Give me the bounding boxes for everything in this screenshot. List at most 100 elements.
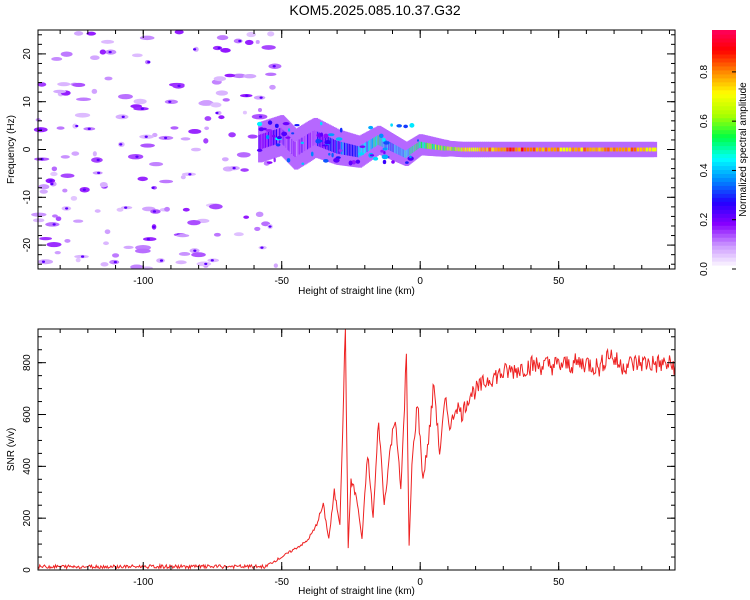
spectrogram-noise-blob	[220, 48, 231, 53]
spectrogram-noise-blob	[221, 157, 229, 162]
spectrogram-noise-blob	[135, 248, 151, 254]
spectrogram-noise-blob	[86, 31, 97, 36]
chart-title: KOM5.2025.085.10.37.G32	[289, 2, 461, 18]
spectrogram-noise-core	[135, 155, 139, 158]
spectrogram-transition-speckle	[391, 160, 395, 164]
colorbar-segment	[712, 249, 736, 254]
colorbar-segment	[712, 201, 736, 206]
spectrogram-noise-blob	[188, 128, 202, 134]
spectrogram-transition-speckle	[315, 138, 321, 144]
colorbar-segment	[712, 221, 736, 226]
spectrogram-noise-core	[177, 84, 181, 88]
spectrogram-noise-blob	[233, 38, 243, 44]
spectrogram-transition-speckle	[335, 137, 343, 141]
spectrogram-noise-blob	[116, 207, 124, 212]
y-tick-label: 0	[22, 146, 33, 152]
snr-ticks: -100 -50 0 50 0 200 400 600 800	[22, 329, 675, 588]
spectrogram-noise-blob	[104, 229, 111, 235]
colorbar-segment	[712, 57, 736, 63]
spectrogram-transition-speckle	[369, 154, 375, 157]
spectrogram-noise-core	[96, 158, 100, 162]
spectrogram-transition-speckle	[380, 149, 384, 153]
spectrogram-noise-blob	[159, 179, 174, 184]
spectrogram-noise-blob	[180, 175, 186, 180]
spectrogram-noise-blob	[269, 84, 276, 90]
spectrogram-noise-blob	[196, 261, 212, 267]
colorbar-segment	[712, 233, 736, 238]
spectrogram-noise-blob	[222, 98, 230, 102]
spectrogram-noise-core	[113, 260, 117, 264]
spectrogram-transition-speckle	[333, 157, 340, 163]
spectrogram-noise-blob	[99, 49, 107, 55]
spectrogram-noise-blob	[170, 126, 179, 130]
colorbar-segment	[712, 197, 736, 202]
spectrogram-noise-core	[204, 262, 208, 266]
y-tick-label: 0	[22, 567, 33, 573]
colorbar: 0.0 0.2 0.4 0.6 0.8 Normalized spectral ampl…	[699, 30, 749, 276]
colorbar-segment	[712, 165, 736, 171]
colorbar-segment	[712, 97, 736, 103]
spectrogram-transition-speckle	[256, 121, 263, 127]
spectrogram-noise-core	[272, 65, 276, 68]
snr-x-axis-label: Height of straight line (km)	[298, 586, 415, 597]
colorbar-segment	[712, 69, 736, 75]
colorbar-segment	[712, 189, 736, 194]
snr-series-line	[37, 328, 676, 570]
spectrogram-transition-speckle	[416, 139, 420, 142]
colorbar-segment	[712, 33, 736, 39]
colorbar-segment	[712, 225, 736, 230]
spectrogram-noise-blob	[74, 112, 91, 118]
snr-y-axis-label: SNR (v/v)	[6, 428, 17, 471]
spectrogram-noise-blob	[255, 39, 260, 44]
spectrogram-noise-blob	[208, 203, 223, 210]
spectrogram-noise-core	[41, 260, 46, 263]
spectrogram-noise-blob	[72, 123, 78, 129]
colorbar-ticks: 0.0 0.2 0.4 0.6 0.8	[699, 64, 736, 276]
spectrogram-noise-core	[164, 136, 168, 140]
spectrogram-transition-speckle	[267, 120, 273, 125]
spectrogram-noise-blob	[204, 126, 210, 131]
spectrogram-transition-speckle	[382, 137, 386, 142]
spectrogram-noise-blob	[62, 188, 68, 193]
colorbar-segment	[712, 81, 736, 87]
spectrogram-transition-speckle	[273, 157, 276, 163]
spectrogram-noise-blob	[39, 189, 48, 194]
colorbar-segment	[712, 193, 736, 198]
colorbar-segment	[712, 49, 736, 55]
colorbar-segment	[712, 133, 736, 139]
spectrogram-noise-blob	[218, 115, 225, 120]
spectrogram-noise-core	[217, 46, 221, 50]
spectrogram-transition-speckle	[339, 127, 343, 133]
spectrogram-noise-blob	[37, 259, 54, 265]
spectrogram-noise-blob	[54, 251, 61, 255]
spectrogram-noise-core	[193, 48, 197, 51]
colorbar-tick-label: 0.2	[699, 212, 710, 226]
spectrogram-noise-blob	[273, 263, 278, 268]
spectrogram-noise-blob	[265, 72, 277, 77]
spectrogram-noise-blob	[261, 221, 271, 227]
colorbar-segment	[712, 257, 736, 262]
spectrogram-noise-blob	[100, 262, 109, 267]
spectrogram-noise-blob	[64, 238, 71, 243]
colorbar-segment	[712, 101, 736, 107]
spectrogram-noise-blob	[38, 184, 50, 190]
spectrogram-noise-core	[193, 249, 197, 252]
spectrogram-noise-core	[159, 259, 164, 262]
spectrogram-noise-blob	[50, 171, 58, 177]
colorbar-gradient	[712, 30, 736, 270]
colorbar-tick-label: 0.0	[699, 262, 710, 276]
spectrogram-noise-core	[119, 143, 123, 146]
spectrogram-noise-blob	[204, 116, 212, 121]
spectrogram-transition-speckle	[287, 128, 291, 132]
spectrogram-transition-speckle	[281, 131, 288, 137]
colorbar-segment	[712, 161, 736, 167]
spectrogram-transition-speckle	[323, 133, 329, 139]
colorbar-segment	[712, 45, 736, 51]
spectrogram-noise-core	[146, 237, 150, 241]
colorbar-tick-label: 0.6	[699, 114, 710, 128]
spectrogram-noise-blob	[228, 132, 236, 138]
colorbar-segment	[712, 173, 736, 178]
spectrogram-noise-core	[245, 94, 249, 97]
spectrogram-noise-blob	[242, 110, 247, 115]
spectrogram-noise-blob	[72, 219, 84, 223]
